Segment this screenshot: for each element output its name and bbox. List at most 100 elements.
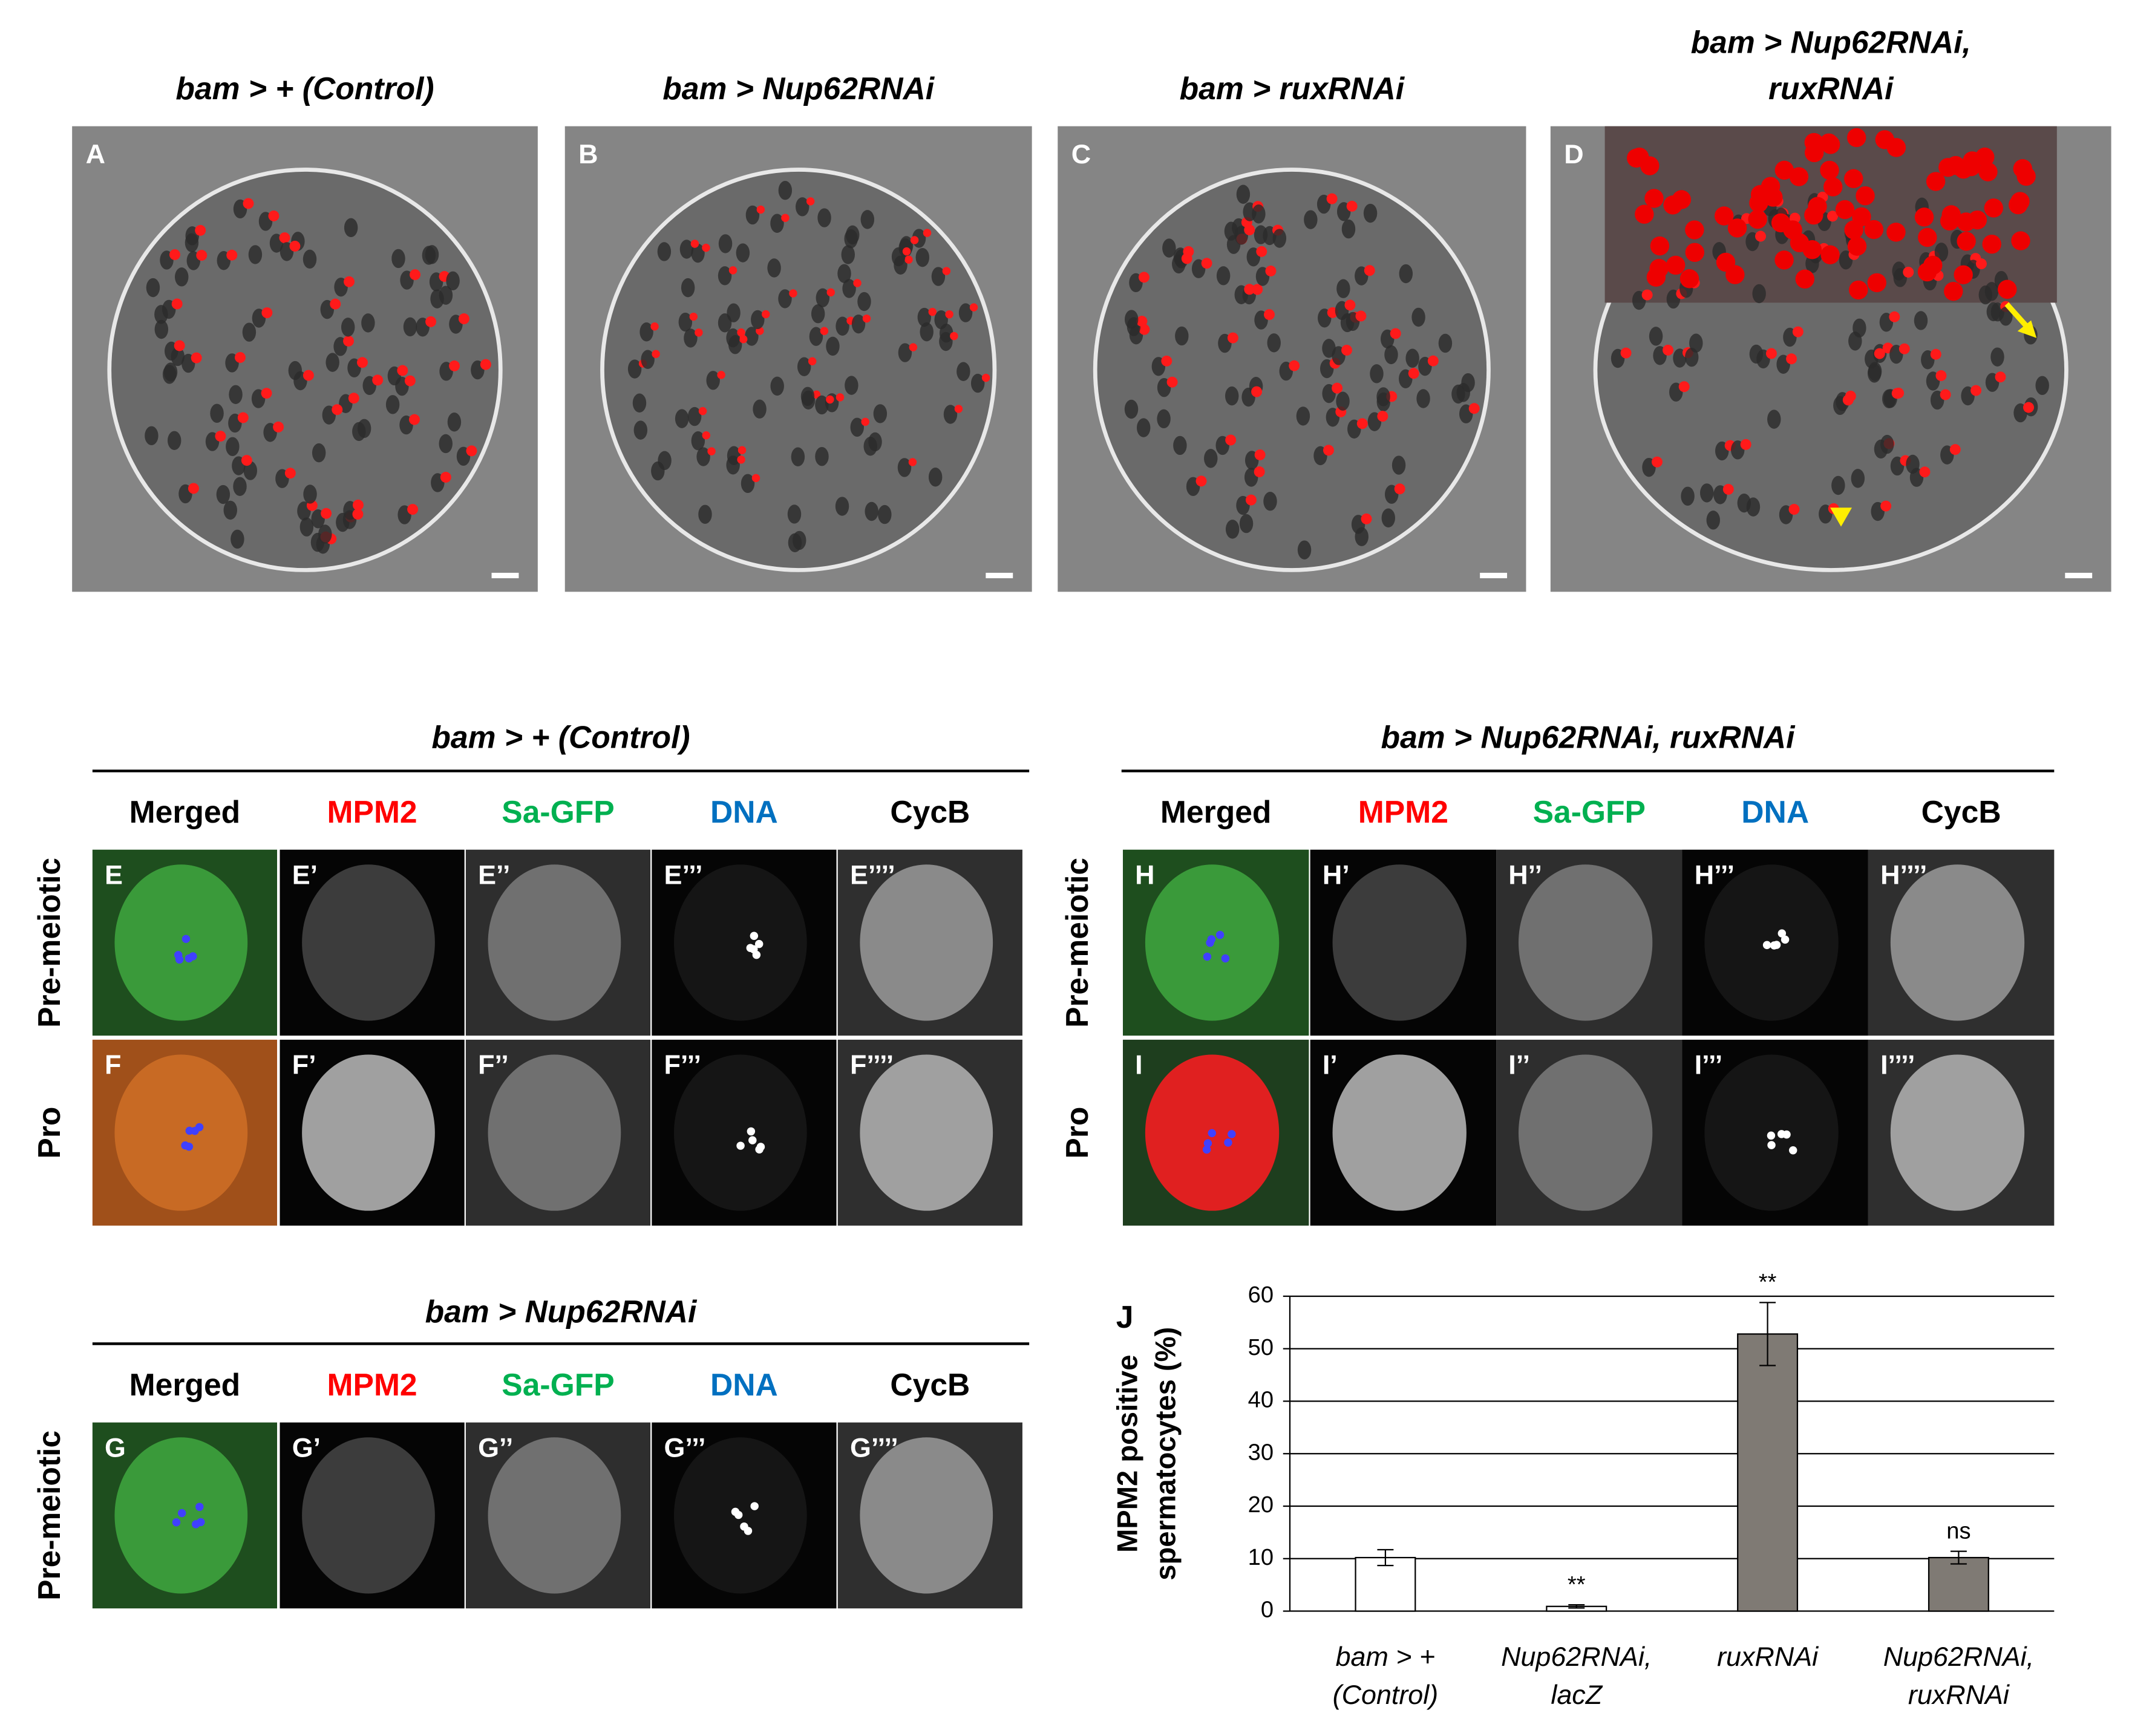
signal [1789, 167, 1809, 186]
signal [954, 405, 963, 413]
signal [404, 375, 416, 387]
cell [817, 208, 831, 227]
signal [1254, 466, 1265, 477]
signal [357, 357, 368, 368]
cell [633, 420, 648, 440]
panel-letter: G’’ [478, 1432, 513, 1463]
x-tick-label: lacZ [1551, 1679, 1603, 1710]
cell [1363, 203, 1378, 223]
cell [842, 279, 856, 298]
dna [744, 1527, 753, 1535]
group-title: bam > Nup62RNAi [425, 1294, 698, 1329]
cell [678, 312, 693, 332]
cell [1376, 387, 1390, 406]
cell [778, 289, 792, 308]
signal [698, 406, 707, 416]
signal [1805, 143, 1824, 163]
x-tick-label: bam > + [1336, 1641, 1436, 1672]
cell [860, 1437, 993, 1594]
cell [1204, 449, 1218, 468]
signal [1748, 209, 1767, 229]
signal [289, 240, 301, 252]
cell [1384, 345, 1398, 365]
cell [302, 1437, 435, 1594]
cell [753, 399, 767, 419]
signal [330, 298, 341, 310]
cell [146, 278, 160, 298]
cell [357, 419, 371, 439]
cell [836, 316, 849, 336]
column-header: Sa-GFP [502, 794, 614, 829]
panel-title: bam > Nup62RNAi [662, 71, 935, 106]
column-header: Merged [129, 794, 241, 829]
cell [851, 314, 866, 334]
cell [1341, 219, 1356, 239]
cell [216, 485, 231, 504]
signal [1394, 483, 1405, 495]
cell [231, 529, 244, 549]
signal [702, 243, 710, 252]
dna [750, 932, 759, 941]
signal [1663, 344, 1674, 356]
signal [1635, 204, 1654, 224]
cell [1216, 266, 1231, 286]
cell [1304, 210, 1318, 229]
cell [1370, 364, 1384, 383]
cell [439, 434, 453, 454]
dna [747, 1127, 756, 1136]
bar [1355, 1556, 1416, 1612]
signal [1820, 245, 1840, 264]
column-header: CycB [1921, 794, 2001, 829]
cell [970, 373, 985, 393]
column-header: MPM2 [327, 1367, 417, 1402]
signal [410, 269, 421, 281]
signal [1919, 466, 1931, 478]
signal [243, 198, 254, 209]
y-tick-label: 50 [1248, 1334, 1274, 1360]
signal [1891, 388, 1903, 399]
signal [737, 328, 745, 337]
panel-letter: I’’’ [1695, 1049, 1723, 1080]
cell [691, 431, 705, 451]
signal [1644, 189, 1664, 208]
cell [878, 504, 892, 524]
panel-letter: F’ [292, 1049, 316, 1080]
cell [841, 245, 855, 264]
cell [1990, 347, 2004, 367]
signal [695, 328, 703, 337]
panel-letter: F’’ [478, 1049, 509, 1080]
dna [756, 1143, 765, 1151]
cell [1851, 469, 1865, 488]
signal [762, 310, 770, 319]
cell [797, 357, 811, 376]
signal [343, 335, 355, 347]
panel-letter: E’’’ [664, 859, 703, 890]
column-header: Merged [1160, 794, 1272, 829]
panel-letter: F’’’’ [850, 1049, 894, 1080]
signal [689, 312, 698, 321]
signal [1935, 370, 1947, 381]
signal [1332, 382, 1343, 394]
signal [862, 314, 871, 323]
panel-letter: H’ [1323, 859, 1350, 890]
column-header: Merged [129, 1367, 241, 1402]
dna [182, 935, 191, 944]
cell [868, 432, 882, 452]
y-tick-label: 20 [1248, 1492, 1274, 1518]
signal [942, 267, 951, 275]
cell [958, 303, 973, 322]
cell [318, 524, 332, 544]
cell [210, 403, 224, 423]
signal [174, 340, 185, 351]
cell [302, 1054, 435, 1211]
cell [1518, 1054, 1653, 1211]
cell [1136, 418, 1151, 437]
signal [480, 359, 491, 370]
signal [1849, 280, 1868, 300]
signal [1355, 310, 1367, 322]
cell [303, 485, 317, 504]
cell [226, 437, 240, 457]
signal [826, 288, 835, 297]
signal [1244, 284, 1255, 295]
cell [1224, 221, 1238, 241]
